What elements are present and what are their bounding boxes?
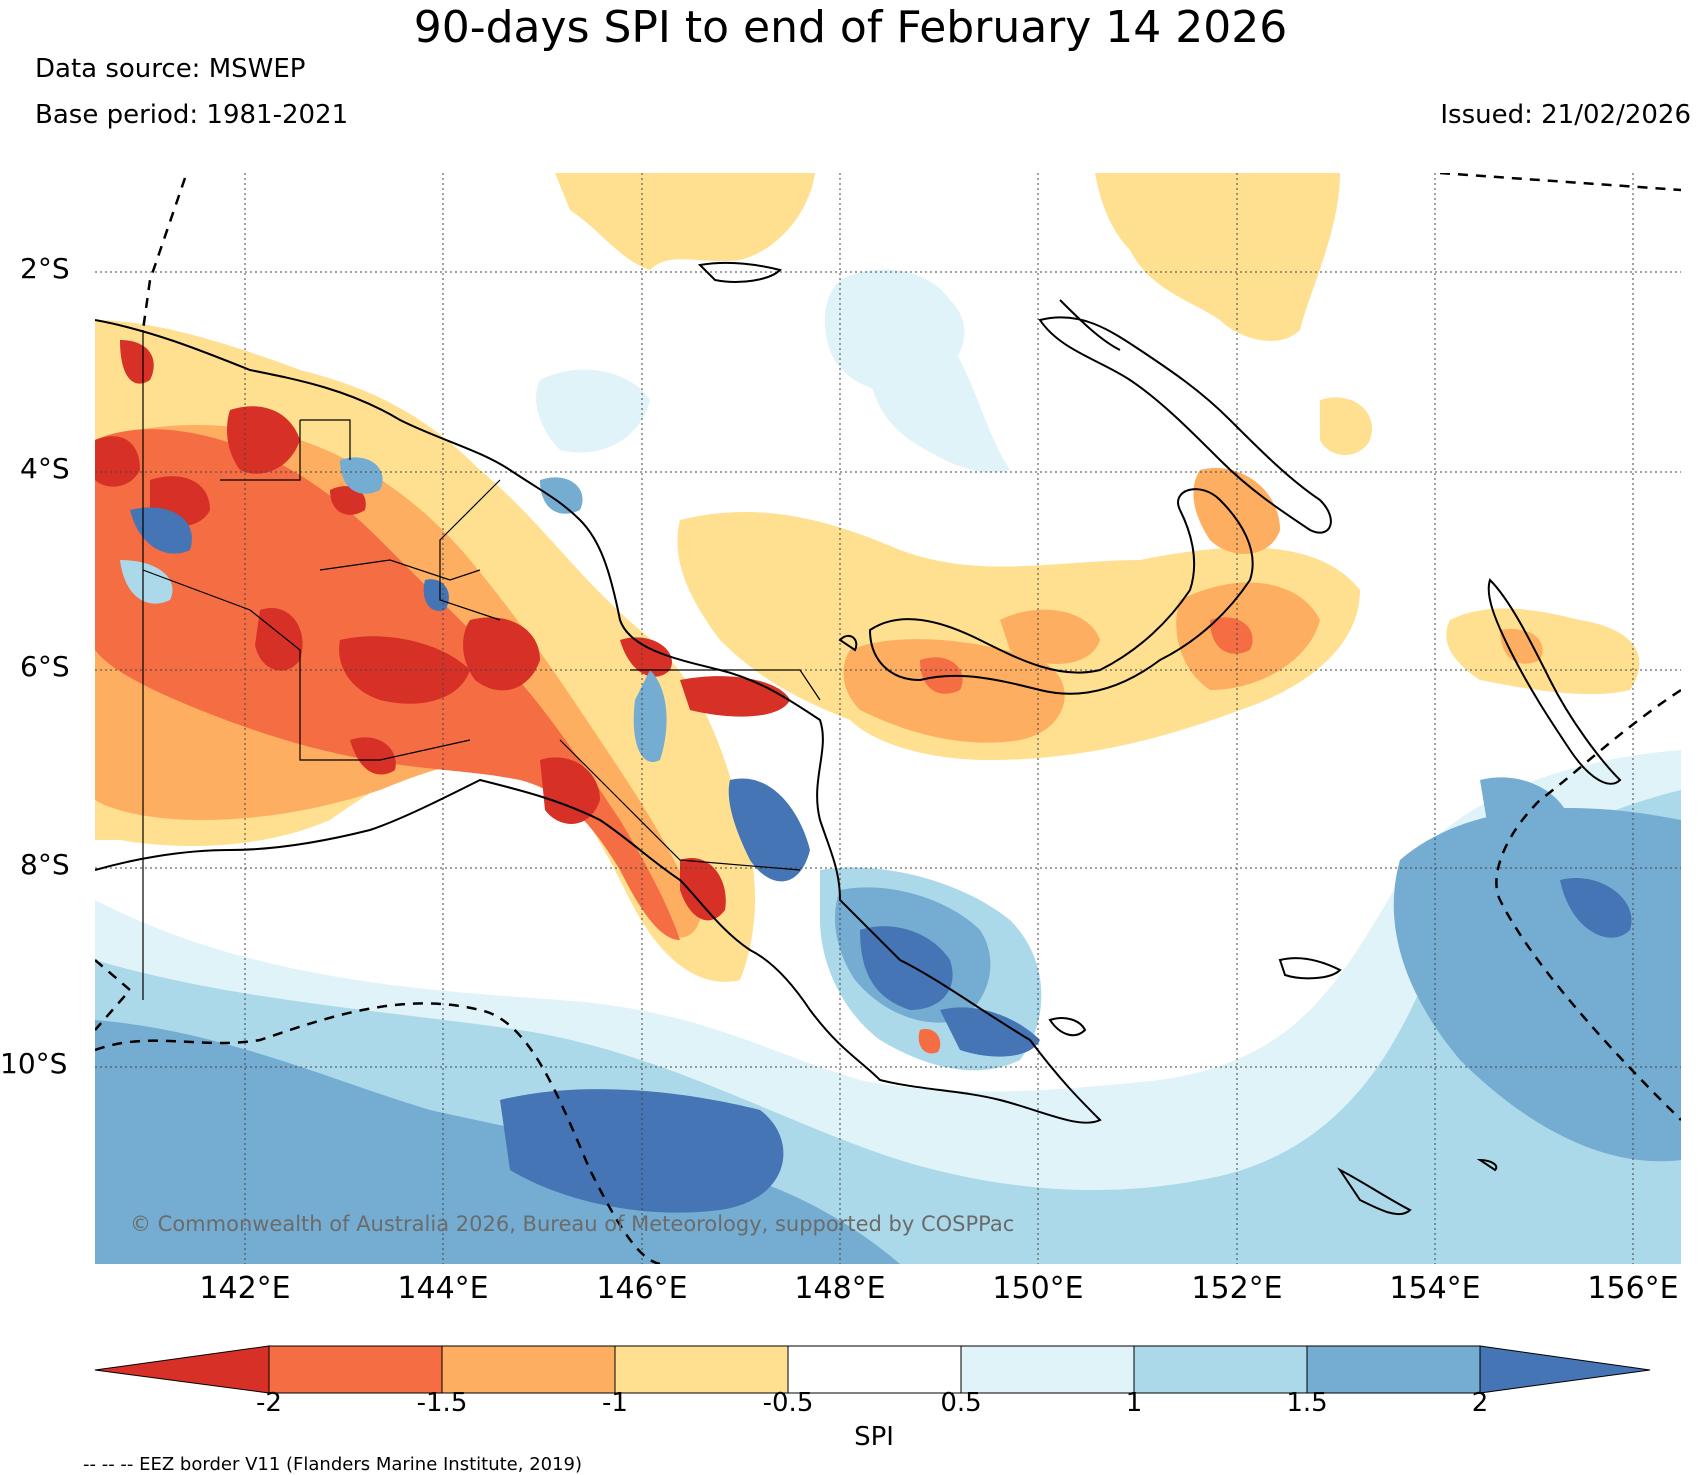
lat-label-6s: 6°S (20, 650, 70, 683)
colorbar-upper-extend (1479, 1345, 1651, 1394)
lat-label-2s: 2°S (20, 252, 70, 285)
lat-label-10s: 10°S (0, 1047, 68, 1080)
lon-label-142e: 142°E (199, 1271, 291, 1306)
lon-label-144e: 144°E (397, 1271, 489, 1306)
province-borders (142, 330, 821, 1000)
colorbar-segment (960, 1345, 1135, 1394)
colorbar (94, 1345, 1651, 1394)
colorbar-lower-extend (94, 1345, 270, 1394)
lat-label-8s: 8°S (20, 848, 70, 881)
colorbar-tick: 1.5 (1286, 1388, 1328, 1418)
colorbar-tick: 2 (1471, 1388, 1489, 1418)
lon-label-152e: 152°E (1191, 1271, 1283, 1306)
lon-label-148e: 148°E (794, 1271, 886, 1306)
lon-label-154e: 154°E (1389, 1271, 1481, 1306)
graticule (95, 173, 1681, 1264)
lon-label-156e: 156°E (1587, 1271, 1679, 1306)
colorbar-label: SPI (854, 1422, 894, 1452)
coastlines (95, 261, 1622, 1216)
colorbar-segment (441, 1345, 616, 1394)
colorbar-tick: -2 (256, 1388, 282, 1418)
data-source-label: Data source: MSWEP (35, 54, 306, 84)
base-period-label: Base period: 1981-2021 (35, 100, 349, 130)
colorbar-segment (787, 1345, 962, 1394)
colorbar-segment (268, 1345, 443, 1394)
colorbar-segment (614, 1345, 789, 1394)
colorbar-tick: -1.5 (416, 1388, 468, 1418)
colorbar-tick: -1 (602, 1388, 628, 1418)
colorbar-segment (1133, 1345, 1308, 1394)
map-title: 90-days SPI to end of February 14 2026 (413, 2, 1288, 53)
eez-border (95, 173, 1681, 1264)
colorbar-segment (1306, 1345, 1481, 1394)
lon-label-146e: 146°E (596, 1271, 688, 1306)
spi-shading (95, 173, 1681, 1264)
colorbar-tick: 0.5 (940, 1388, 982, 1418)
eez-legend-note: -- -- -- EEZ border V11 (Flanders Marine… (83, 1454, 583, 1475)
colorbar-tick: -0.5 (762, 1388, 814, 1418)
issued-date-label: Issued: 21/02/2026 (1440, 100, 1691, 130)
copyright-notice: © Commonwealth of Australia 2026, Bureau… (130, 1212, 1015, 1236)
lat-label-4s: 4°S (20, 452, 70, 485)
lon-label-150e: 150°E (992, 1271, 1084, 1306)
colorbar-tick: 1 (1125, 1388, 1143, 1418)
